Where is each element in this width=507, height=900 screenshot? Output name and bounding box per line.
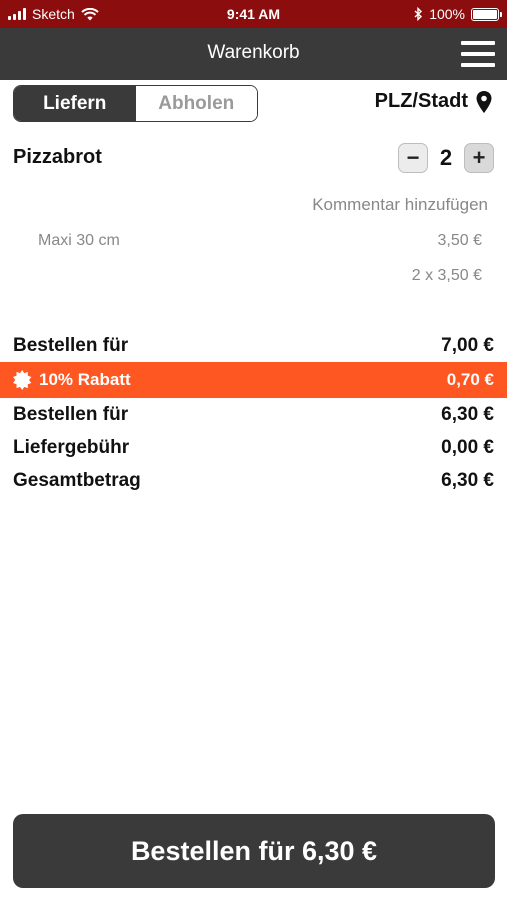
total-label: Gesamtbetrag	[13, 470, 141, 491]
battery-fill	[473, 9, 497, 19]
wifi-icon	[81, 7, 99, 20]
bluetooth-icon	[414, 7, 423, 21]
delivery-fee-value: 0,00 €	[441, 437, 494, 458]
add-comment-link[interactable]: Kommentar hinzufügen	[312, 195, 488, 214]
item-name: Pizzabrot	[13, 146, 102, 168]
discount-value: 0,70 €	[446, 370, 494, 389]
delivery-toggle: Liefern Abholen	[13, 85, 258, 122]
location-label: PLZ/Stadt	[374, 90, 468, 112]
status-right: 100%	[414, 6, 502, 22]
status-bar: Sketch 9:41 AM 100%	[0, 0, 507, 28]
subtotal-value: 7,00 €	[441, 335, 494, 356]
signal-icon	[8, 8, 26, 20]
page-title: Warenkorb	[207, 42, 300, 63]
quantity-value: 2	[439, 145, 453, 170]
tab-abholen[interactable]: Abholen	[135, 86, 257, 121]
item-line-total: 2 x 3,50 €	[411, 267, 482, 284]
after-discount-label: Bestellen für	[13, 404, 129, 425]
status-left: Sketch	[8, 6, 99, 22]
subtotal-label: Bestellen für	[13, 335, 129, 356]
increment-button[interactable]: +	[464, 143, 494, 173]
quantity-stepper: − 2 +	[398, 143, 494, 173]
hamburger-menu-icon[interactable]	[461, 41, 495, 67]
item-variant: Maxi 30 cm	[38, 232, 120, 249]
nav-bar: Warenkorb	[0, 28, 507, 80]
battery-percent: 100%	[429, 6, 465, 22]
decrement-button[interactable]: −	[398, 143, 428, 173]
total-value: 6,30 €	[441, 470, 494, 491]
delivery-fee-label: Liefergebühr	[13, 437, 130, 458]
discount-badge-icon	[13, 370, 32, 390]
after-discount-value: 6,30 €	[441, 404, 494, 425]
discount-row: 10% Rabatt 0,70 €	[0, 362, 507, 398]
delivery-fee-row: Liefergebühr 0,00 €	[0, 433, 507, 463]
item-unit-price: 3,50 €	[437, 232, 482, 249]
total-row: Gesamtbetrag 6,30 €	[0, 466, 507, 496]
location-pin-icon	[476, 90, 492, 113]
carrier-label: Sketch	[32, 6, 75, 22]
location-selector[interactable]: PLZ/Stadt	[375, 90, 492, 113]
after-discount-row: Bestellen für 6,30 €	[0, 400, 507, 430]
subtotal-row: Bestellen für 7,00 €	[0, 331, 507, 361]
status-time: 9:41 AM	[226, 6, 281, 22]
discount-label: 10% Rabatt	[39, 370, 131, 389]
tab-liefern[interactable]: Liefern	[14, 86, 136, 121]
battery-icon	[471, 7, 502, 21]
order-button[interactable]: Bestellen für 6,30 €	[13, 814, 495, 888]
